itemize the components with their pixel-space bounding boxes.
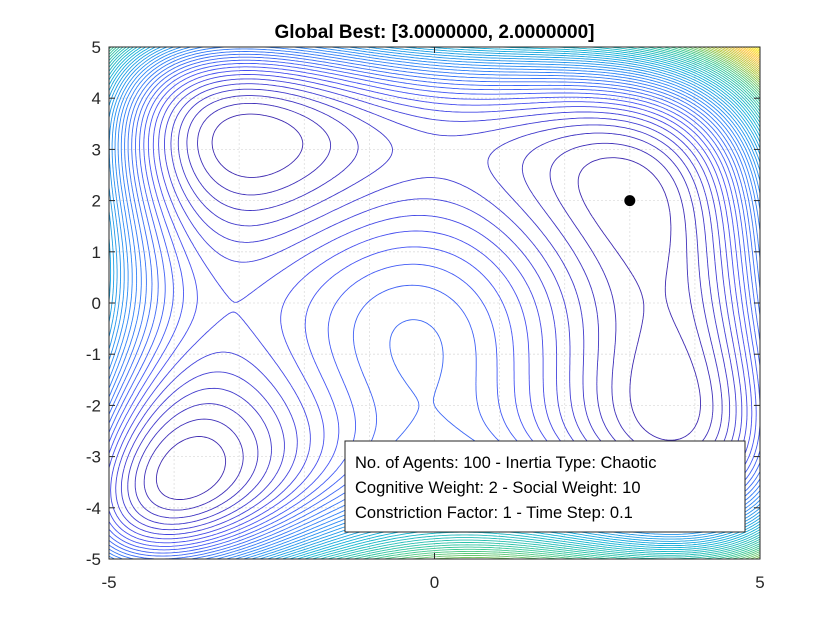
y-tick-label: 1 xyxy=(92,243,101,262)
x-tick-label: -5 xyxy=(101,573,116,592)
contour-line xyxy=(742,47,760,59)
contour-line xyxy=(143,102,714,511)
y-tick-label: -3 xyxy=(86,448,101,467)
contour-line xyxy=(431,47,760,559)
y-tick-label: 2 xyxy=(92,192,101,211)
x-tick-labels: -5 0 5 xyxy=(101,573,764,592)
x-tick-label: 5 xyxy=(755,573,764,592)
y-tick-label: -5 xyxy=(86,550,101,569)
contour-line xyxy=(155,113,701,500)
contour-line xyxy=(730,47,760,67)
contour-line xyxy=(411,47,760,559)
y-tick-label: 3 xyxy=(92,140,101,159)
info-line-agents: No. of Agents: 100 - Inertia Type: Chaot… xyxy=(355,454,656,472)
y-tick-labels: 5 4 3 2 1 0 -1 -2 -3 -4 -5 xyxy=(86,38,101,569)
contour-line xyxy=(717,47,760,75)
contour-line xyxy=(745,47,760,58)
contour-line xyxy=(739,47,760,61)
tick-marks xyxy=(108,46,761,560)
y-tick-label: 4 xyxy=(92,89,101,108)
y-tick-label: 5 xyxy=(92,38,101,57)
marker-layer xyxy=(624,195,636,207)
contour-line xyxy=(736,47,760,63)
info-box-frame xyxy=(344,440,746,533)
contour-line xyxy=(706,47,760,81)
info-line-weights: Cognitive Weight: 2 - Social Weight: 10 xyxy=(355,479,641,497)
chart-title: Global Best: [3.0000000, 2.0000000] xyxy=(274,22,594,43)
contour-line xyxy=(710,47,760,79)
info-line-constriction: Constriction Factor: 1 - Time Step: 0.1 xyxy=(355,504,633,522)
info-box: No. of Agents: 100 - Inertia Type: Chaot… xyxy=(344,440,746,533)
y-tick-label: -4 xyxy=(86,499,101,518)
y-tick-label: 0 xyxy=(92,294,101,313)
contour-line xyxy=(384,47,760,559)
global-best-marker xyxy=(624,195,636,207)
contour-line xyxy=(714,47,760,77)
contour-line xyxy=(721,47,760,72)
contour-line xyxy=(727,47,760,68)
x-tick-label: 0 xyxy=(430,573,439,592)
y-tick-label: -1 xyxy=(86,345,101,364)
y-tick-label: -2 xyxy=(86,396,101,415)
contour-line xyxy=(752,47,760,53)
